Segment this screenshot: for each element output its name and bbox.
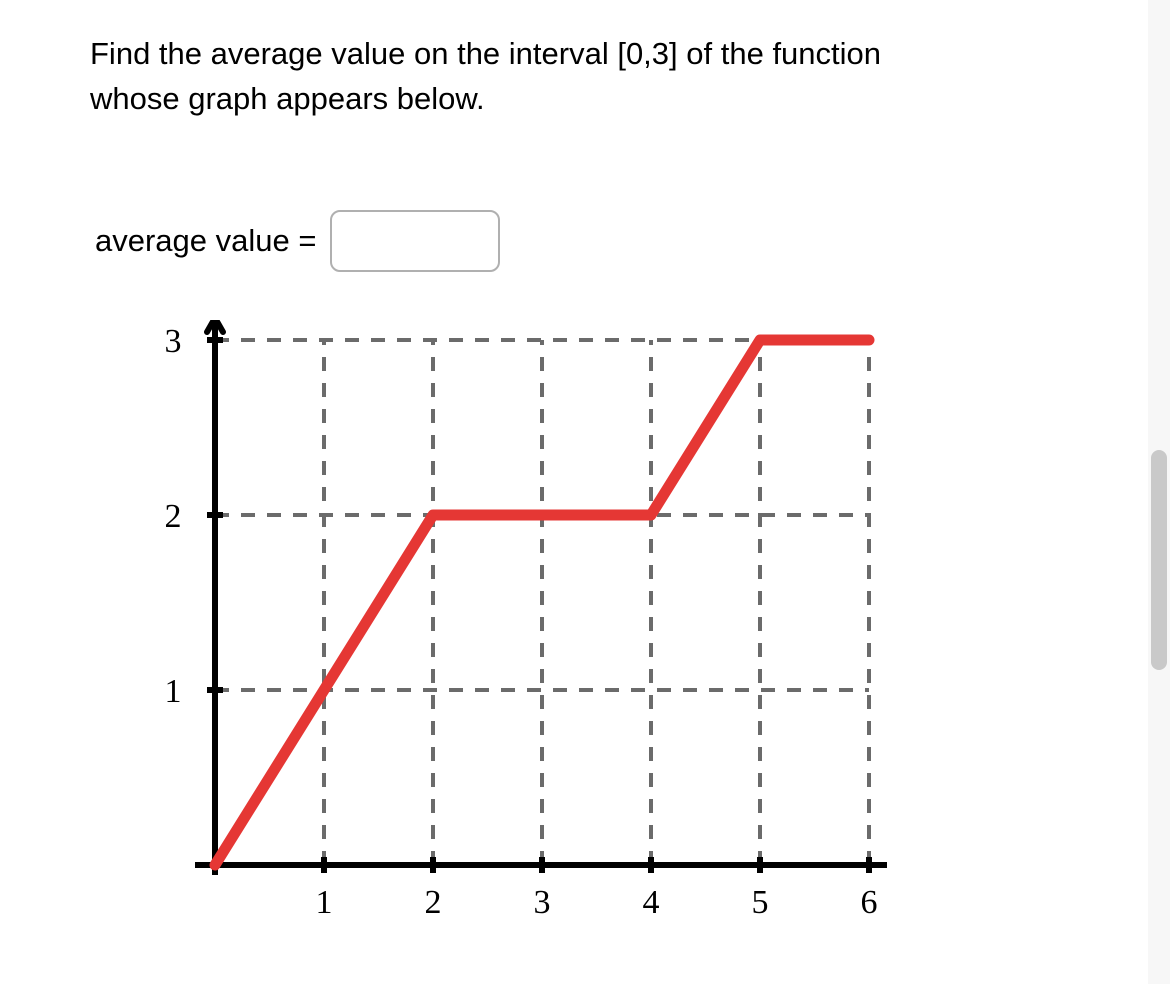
svg-text:4: 4 bbox=[643, 884, 660, 920]
answer-row: average value = bbox=[95, 210, 500, 272]
svg-text:2: 2 bbox=[165, 498, 182, 535]
svg-text:3: 3 bbox=[534, 884, 551, 920]
chart: 1 2 3 4 5 6 1 2 3 bbox=[100, 320, 900, 925]
svg-text:1: 1 bbox=[316, 884, 333, 920]
svg-text:1: 1 bbox=[165, 673, 182, 710]
chart-svg: 1 2 3 4 5 6 1 2 3 bbox=[100, 320, 900, 920]
question-text: Find the average value on the interval [… bbox=[90, 32, 910, 122]
answer-label: average value = bbox=[95, 223, 316, 259]
svg-text:3: 3 bbox=[165, 323, 182, 360]
svg-text:6: 6 bbox=[861, 884, 878, 920]
svg-text:2: 2 bbox=[425, 884, 442, 920]
scrollbar-track[interactable] bbox=[1148, 0, 1170, 984]
svg-text:5: 5 bbox=[752, 884, 769, 920]
page: Find the average value on the interval [… bbox=[0, 0, 1170, 984]
average-value-input[interactable] bbox=[330, 210, 500, 272]
scrollbar-thumb[interactable] bbox=[1151, 450, 1167, 670]
